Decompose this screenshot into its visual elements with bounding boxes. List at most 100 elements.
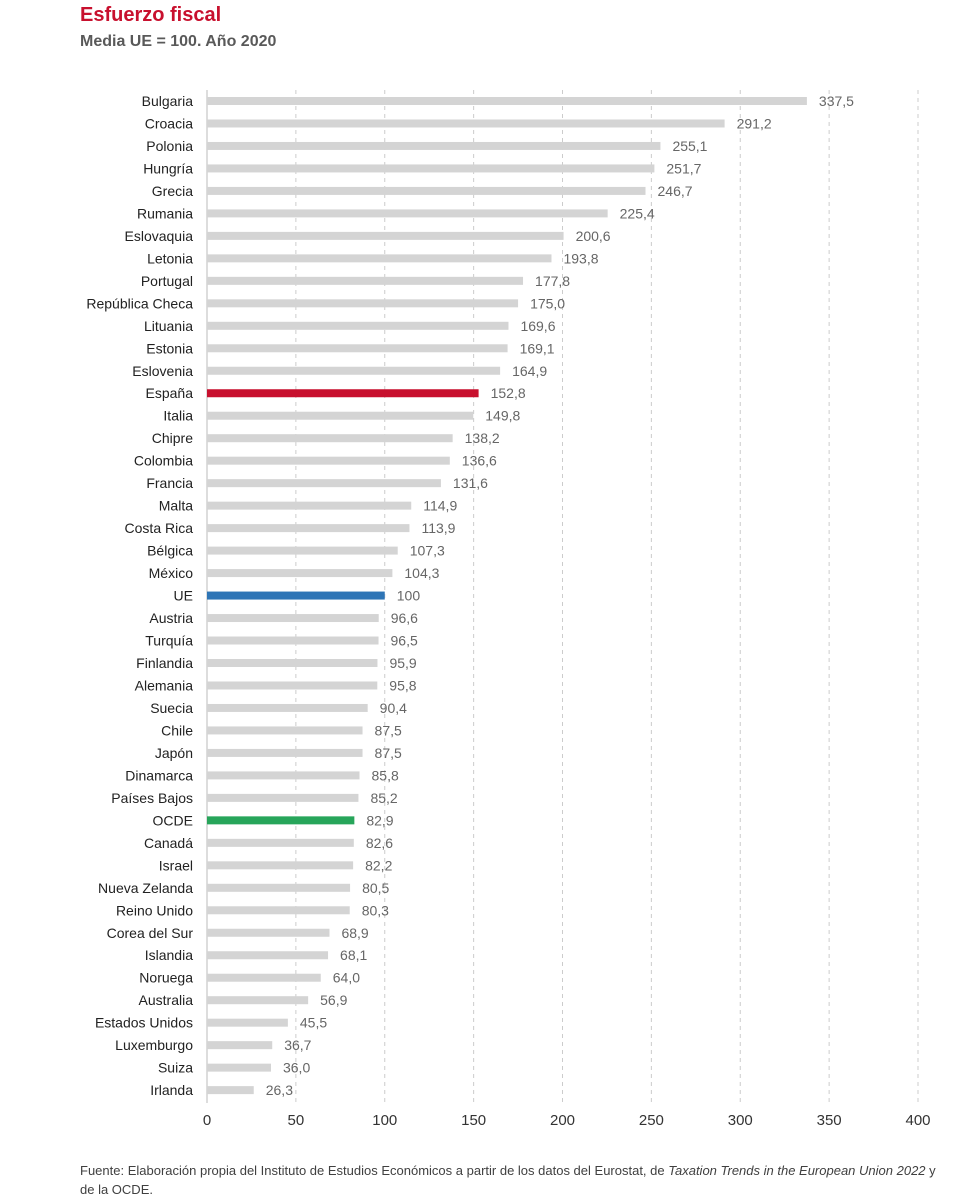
- category-label: OCDE: [153, 812, 193, 828]
- bar: [207, 209, 608, 218]
- x-tick-label: 0: [203, 1112, 211, 1129]
- value-label: 107,3: [410, 543, 445, 559]
- value-label: 56,9: [320, 992, 347, 1008]
- category-label: Estonia: [146, 340, 193, 356]
- category-label: Israel: [159, 857, 193, 873]
- value-label: 169,1: [520, 340, 555, 356]
- category-label: UE: [174, 588, 193, 604]
- x-tick-label: 150: [461, 1112, 486, 1129]
- value-label: 36,7: [284, 1037, 311, 1053]
- value-label: 80,3: [362, 902, 389, 918]
- bar: [207, 164, 655, 173]
- category-label: Lituania: [144, 318, 193, 334]
- category-label: Canadá: [144, 835, 193, 851]
- category-label: México: [149, 565, 194, 581]
- category-label: Rumania: [137, 205, 193, 221]
- value-label: 164,9: [512, 363, 547, 379]
- bar: [207, 906, 350, 915]
- category-label: Eslovenia: [132, 363, 193, 379]
- category-label: Hungría: [143, 160, 193, 176]
- bar: [207, 996, 309, 1005]
- bar: [207, 659, 378, 667]
- category-label: Nueva Zelanda: [98, 880, 193, 896]
- bar: [207, 186, 646, 195]
- value-label: 45,5: [300, 1015, 327, 1031]
- value-label: 175,0: [530, 295, 565, 311]
- bar: [207, 321, 509, 330]
- bar: [207, 591, 385, 600]
- category-label: Suecia: [150, 700, 193, 716]
- category-label: Costa Rica: [125, 520, 194, 536]
- bar: [207, 569, 393, 578]
- category-label: Malta: [159, 498, 193, 514]
- bar: [207, 726, 363, 735]
- bar: [207, 456, 450, 465]
- bar: [207, 883, 351, 892]
- x-tick-label: 100: [372, 1112, 397, 1129]
- category-label: Colombia: [134, 453, 193, 469]
- bar-chart: Bulgaria Croacia Polonia Hungría Grecia Ruman…: [86, 90, 931, 1129]
- value-label: 149,8: [485, 408, 520, 424]
- bar: [207, 748, 363, 757]
- bar: [207, 119, 725, 128]
- bar: [207, 793, 359, 802]
- bar: [207, 231, 564, 240]
- bar: [207, 344, 508, 353]
- value-label: 246,7: [658, 183, 693, 199]
- category-label: Portugal: [141, 273, 193, 289]
- category-label: Francia: [146, 475, 193, 491]
- category-label: Bélgica: [147, 543, 193, 559]
- source-italic: Taxation Trends in the European Union 20…: [668, 1163, 926, 1178]
- value-label: 152,8: [491, 385, 526, 401]
- source-prefix: Fuente: Elaboración propia del Instituto…: [80, 1163, 669, 1178]
- bar: [207, 546, 398, 555]
- value-label: 82,6: [366, 835, 393, 851]
- value-label: 82,2: [365, 857, 392, 873]
- bar: [207, 614, 379, 623]
- category-label: España: [146, 385, 194, 401]
- value-label: 114,9: [423, 498, 457, 514]
- bar: [207, 299, 519, 308]
- x-tick-label: 300: [728, 1112, 753, 1129]
- value-label: 90,4: [380, 700, 407, 716]
- value-label: 138,2: [465, 430, 500, 446]
- value-label: 95,8: [389, 677, 416, 693]
- value-label: 131,6: [453, 475, 488, 491]
- bar: [207, 1063, 271, 1072]
- category-label: Grecia: [152, 183, 193, 199]
- x-tick-label: 400: [905, 1112, 930, 1129]
- value-label: 95,9: [389, 655, 416, 671]
- category-labels: Bulgaria Croacia Polonia Hungría Grecia Ruman…: [86, 93, 193, 1098]
- chart-title: Esfuerzo fiscal: [80, 4, 222, 26]
- category-label: Islandia: [145, 947, 193, 963]
- value-label: 291,2: [737, 115, 772, 131]
- value-label: 68,9: [341, 925, 368, 941]
- category-label: Suiza: [158, 1060, 193, 1076]
- value-label: 96,5: [391, 633, 418, 649]
- value-label: 85,2: [370, 790, 397, 806]
- category-label: Estados Unidos: [95, 1015, 193, 1031]
- bar: [207, 434, 453, 443]
- value-label: 255,1: [672, 138, 707, 154]
- category-label: Finlandia: [136, 655, 193, 671]
- chart-subtitle: Media UE = 100. Año 2020: [80, 33, 277, 50]
- value-label: 87,5: [375, 722, 402, 738]
- bar: [207, 973, 321, 982]
- bar: [207, 636, 379, 645]
- category-label: Australia: [139, 992, 194, 1008]
- value-label: 85,8: [372, 767, 399, 783]
- category-label: Chile: [161, 722, 193, 738]
- bar: [207, 816, 355, 825]
- x-tick-label: 350: [817, 1112, 842, 1129]
- value-label: 96,6: [391, 610, 418, 626]
- category-label: Alemania: [135, 677, 194, 693]
- bar: [207, 951, 329, 960]
- value-label: 200,6: [576, 228, 611, 244]
- category-label: Reino Unido: [116, 902, 193, 918]
- bar: [207, 928, 330, 937]
- bar: [207, 97, 807, 105]
- bar: [207, 524, 410, 533]
- category-label: Países Bajos: [111, 790, 193, 806]
- bar: [207, 389, 479, 398]
